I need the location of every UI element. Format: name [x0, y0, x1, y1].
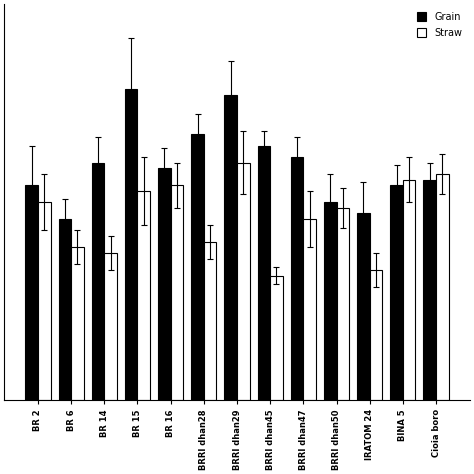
Bar — [171, 185, 183, 400]
Bar — [324, 202, 337, 400]
Bar — [158, 168, 171, 400]
Bar — [38, 202, 51, 400]
Bar — [224, 95, 237, 400]
Bar — [125, 89, 137, 400]
Bar — [423, 180, 436, 400]
Bar — [303, 219, 316, 400]
Bar — [436, 174, 449, 400]
Bar — [204, 242, 217, 400]
Legend: Grain, Straw: Grain, Straw — [414, 9, 465, 41]
Bar — [390, 185, 403, 400]
Bar — [25, 185, 38, 400]
Bar — [257, 146, 270, 400]
Bar — [357, 213, 370, 400]
Bar — [137, 191, 150, 400]
Bar — [191, 134, 204, 400]
Bar — [291, 157, 303, 400]
Bar — [370, 270, 383, 400]
Bar — [71, 247, 84, 400]
Bar — [104, 253, 117, 400]
Bar — [237, 163, 250, 400]
Bar — [58, 219, 71, 400]
Bar — [337, 208, 349, 400]
Bar — [403, 180, 416, 400]
Bar — [91, 163, 104, 400]
Bar — [270, 276, 283, 400]
